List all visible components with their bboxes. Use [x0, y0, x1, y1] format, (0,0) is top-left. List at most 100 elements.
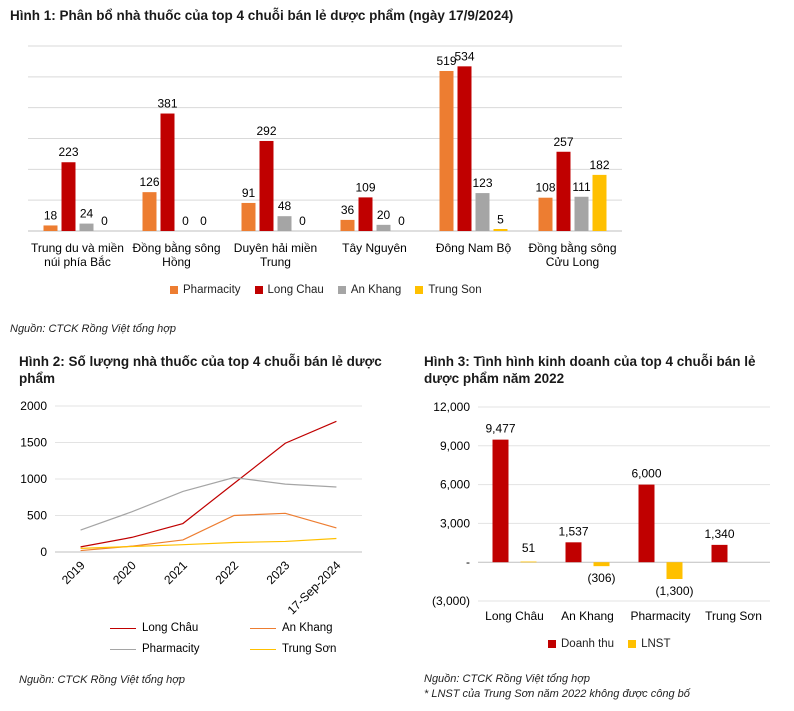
- fig2-y-tick-label: 1000: [20, 472, 47, 486]
- fig3-title-line1: Hình 3: Tình hình kinh doanh của top 4 c…: [424, 354, 756, 369]
- fig1-legend-swatch: [415, 286, 424, 294]
- fig2-series-line: [80, 476, 337, 531]
- fig1-legend-label: Trung Son: [428, 284, 482, 296]
- fig1-category-label: Trung du và miền: [31, 241, 124, 255]
- fig1-category-label: Hồng: [162, 255, 191, 269]
- fig2-y-tick-label: 2000: [20, 399, 47, 413]
- fig1-bar: [493, 229, 508, 231]
- fig1-data-label: 257: [553, 135, 573, 149]
- fig2-legend-label: Trung Sơn: [282, 643, 337, 655]
- fig3-title: Hình 3: Tình hình kinh doanh của top 4 c…: [424, 353, 789, 387]
- fig1-bar: [259, 140, 274, 231]
- fig2-y-tick-label: 1500: [20, 436, 47, 450]
- fig2-x-tick-label: 2019: [59, 558, 88, 587]
- fig1-data-label: 182: [589, 158, 609, 172]
- fig1-legend-item: An Khang: [337, 284, 401, 296]
- fig1-data-label: 126: [139, 175, 159, 189]
- fig2-x-tick-label: 2021: [161, 558, 190, 587]
- fig2-legend-item: Long Châu: [110, 622, 198, 634]
- fig3-data-label: 1,537: [558, 524, 588, 538]
- fig2-legend-line: [250, 648, 276, 650]
- fig1-category-label: Tây Nguyên: [342, 241, 407, 255]
- fig3-legend: Doanh thu LNST: [548, 638, 684, 650]
- fig3-bar: [492, 439, 509, 563]
- fig1-category-label: núi phía Bắc: [44, 254, 111, 269]
- fig3-data-label: 51: [522, 541, 536, 555]
- fig2-series-line: [80, 420, 337, 548]
- fig1-data-label: 5: [497, 212, 504, 226]
- fig1-data-label: 223: [58, 145, 78, 159]
- fig3-data-label: (1,300): [655, 584, 693, 598]
- fig1-category-label: Đông Nam Bộ: [436, 241, 512, 255]
- fig1-legend-label: Long Chau: [267, 284, 324, 296]
- fig3-bar: [565, 542, 582, 563]
- fig1-category-label: Cửu Long: [546, 255, 599, 269]
- fig1-bar: [538, 197, 553, 231]
- fig3-bar: [666, 562, 683, 580]
- fig3-y-tick-label: 6,000: [440, 478, 470, 492]
- fig1-data-label: 292: [256, 124, 276, 138]
- fig1-data-label: 0: [299, 214, 306, 228]
- fig1-bar: [79, 223, 94, 231]
- fig3-title-line2: dược phẩm năm 2022: [424, 371, 565, 386]
- fig3-legend-item: Doanh thu: [548, 638, 614, 650]
- fig1-data-label: 0: [200, 214, 207, 228]
- fig1-bar: [277, 216, 292, 231]
- fig3-bar: [711, 544, 728, 563]
- fig1-bar: [592, 174, 607, 231]
- fig1-bar: [574, 196, 589, 231]
- fig1-bar: [61, 162, 76, 231]
- fig1-legend-label: Pharmacity: [183, 284, 241, 296]
- fig2-legend-label: An Khang: [282, 622, 333, 634]
- fig1-data-label: 18: [44, 208, 58, 222]
- fig3-legend-swatch: [548, 640, 556, 648]
- fig2-x-tick-label: 2022: [212, 558, 241, 587]
- fig2-legend-line: [110, 648, 136, 650]
- fig1-data-label: 48: [278, 199, 292, 213]
- fig1-legend-item: Trung Son: [415, 284, 482, 296]
- fig3-data-label: (306): [587, 571, 615, 585]
- fig1-legend-item: Pharmacity: [170, 284, 241, 296]
- fig1-data-label: 108: [535, 181, 555, 195]
- fig1-data-label: 0: [182, 214, 189, 228]
- fig1-data-label: 0: [398, 214, 405, 228]
- fig3-category-label: An Khang: [561, 609, 614, 623]
- fig2-legend-label: Long Châu: [142, 622, 199, 634]
- fig3-y-tick-label: 3,000: [440, 516, 470, 530]
- fig2-y-tick-label: 0: [40, 545, 47, 559]
- fig1-bar: [160, 113, 175, 231]
- fig1-data-label: 91: [242, 186, 256, 200]
- fig3-y-tick-label: 12,000: [433, 400, 470, 414]
- fig1-data-label: 123: [472, 176, 492, 190]
- fig2-legend-item: An Khang: [250, 622, 333, 634]
- fig1-bar: [241, 202, 256, 231]
- fig3-bar-chart: (3,000) - 3,000 6,000 9,000 12,000 9,477 51 Long…: [432, 400, 770, 623]
- fig1-data-label: 0: [101, 214, 108, 228]
- fig3-data-label: 9,477: [485, 422, 515, 436]
- fig2-x-tick-label: 2023: [264, 558, 293, 587]
- fig1-bar: [340, 219, 355, 231]
- fig3-category-label: Pharmacity: [630, 609, 690, 623]
- fig2-title-line2: phẩm: [19, 371, 56, 386]
- fig2-legend-label: Pharmacity: [142, 643, 200, 655]
- fig3-bar: [593, 562, 610, 567]
- fig1-category-label: Trung: [260, 255, 291, 269]
- fig3-data-label: 6,000: [631, 467, 661, 481]
- fig2-y-tick-label: 500: [27, 509, 47, 523]
- fig3-legend-swatch: [628, 640, 637, 648]
- fig2-title: Hình 2: Số lượng nhà thuốc của top 4 chu…: [19, 353, 382, 387]
- fig3-source: Nguồn: CTCK Rồng Việt tổng hợp: [424, 673, 591, 685]
- fig3-note: * LNST của Trung Sơn năm 2022 không được…: [424, 688, 690, 700]
- fig1-category-label: Duyên hải miền: [234, 241, 317, 255]
- fig1-bar: [556, 151, 571, 231]
- fig3-legend-item: LNST: [628, 638, 670, 650]
- fig1-legend-swatch: [170, 286, 178, 294]
- fig2-legend-item: Trung Sơn: [250, 643, 336, 655]
- fig1-title: Hình 1: Phân bổ nhà thuốc của top 4 chuỗ…: [10, 8, 514, 23]
- fig3-category-label: Trung Sơn: [705, 609, 762, 623]
- fig2-series-line: [80, 512, 337, 552]
- fig2-source: Nguồn: CTCK Rồng Việt tổng hợp: [19, 674, 186, 686]
- fig1-legend-swatch: [254, 286, 263, 294]
- fig1-bar: [43, 225, 58, 231]
